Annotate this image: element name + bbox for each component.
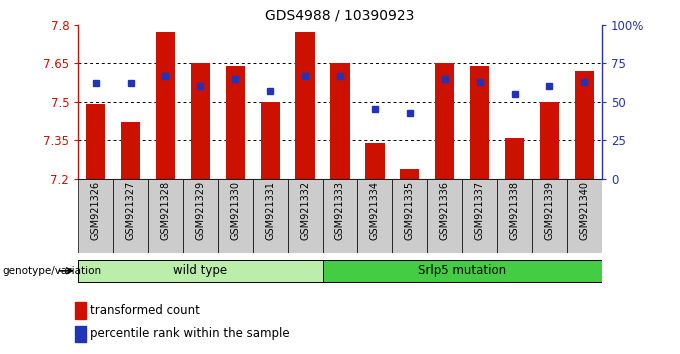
Bar (121, 122, 140, 179)
FancyBboxPatch shape (78, 260, 322, 282)
Bar (330, 63, 350, 179)
Bar (191, 63, 210, 179)
Bar (75, 302, 86, 319)
Bar (401, 169, 420, 179)
FancyBboxPatch shape (392, 179, 427, 253)
Bar (86, 104, 105, 179)
Text: GSM921326: GSM921326 (90, 181, 101, 240)
FancyBboxPatch shape (218, 179, 253, 253)
Bar (365, 143, 384, 179)
Text: GSM921338: GSM921338 (509, 181, 520, 240)
Text: transformed count: transformed count (90, 304, 201, 317)
Text: GSM921331: GSM921331 (265, 181, 275, 240)
FancyBboxPatch shape (497, 179, 532, 253)
FancyBboxPatch shape (358, 179, 392, 253)
Bar (296, 33, 315, 179)
Text: GSM921327: GSM921327 (126, 181, 135, 240)
Text: GSM921332: GSM921332 (300, 181, 310, 240)
Text: wild type: wild type (173, 264, 227, 277)
FancyBboxPatch shape (462, 179, 497, 253)
Text: GSM921339: GSM921339 (545, 181, 554, 240)
Bar (470, 66, 489, 179)
Text: GSM921337: GSM921337 (475, 181, 485, 240)
Bar (505, 138, 524, 179)
Text: GSM921335: GSM921335 (405, 181, 415, 240)
Text: GSM921334: GSM921334 (370, 181, 380, 240)
Text: GSM921340: GSM921340 (579, 181, 590, 240)
FancyBboxPatch shape (288, 179, 322, 253)
Text: genotype/variation: genotype/variation (2, 266, 101, 276)
FancyBboxPatch shape (253, 179, 288, 253)
Bar (156, 33, 175, 179)
Title: GDS4988 / 10390923: GDS4988 / 10390923 (265, 8, 415, 22)
Bar (435, 63, 454, 179)
Text: Srlp5 mutation: Srlp5 mutation (418, 264, 506, 277)
Text: GSM921328: GSM921328 (160, 181, 171, 240)
Text: GSM921333: GSM921333 (335, 181, 345, 240)
FancyBboxPatch shape (532, 179, 567, 253)
Bar (226, 66, 245, 179)
FancyBboxPatch shape (567, 179, 602, 253)
Text: GSM921336: GSM921336 (440, 181, 449, 240)
FancyBboxPatch shape (427, 179, 462, 253)
FancyBboxPatch shape (322, 179, 358, 253)
Bar (260, 102, 279, 179)
Text: percentile rank within the sample: percentile rank within the sample (90, 327, 290, 341)
FancyBboxPatch shape (322, 260, 602, 282)
Bar (575, 71, 594, 179)
FancyBboxPatch shape (78, 179, 113, 253)
Bar (75, 326, 86, 342)
Text: GSM921329: GSM921329 (195, 181, 205, 240)
Bar (540, 102, 559, 179)
FancyBboxPatch shape (113, 179, 148, 253)
Text: GSM921330: GSM921330 (231, 181, 240, 240)
FancyBboxPatch shape (183, 179, 218, 253)
FancyBboxPatch shape (148, 179, 183, 253)
